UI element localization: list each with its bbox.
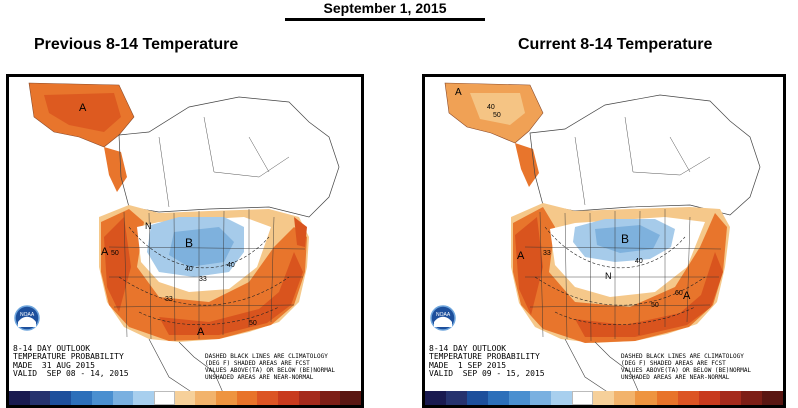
- label-n: N: [605, 271, 612, 281]
- us-above-mid: [101, 209, 307, 341]
- contour-40a: 40: [185, 266, 193, 273]
- label-a-west: A: [517, 250, 525, 262]
- contour-50a: 50: [111, 250, 119, 257]
- scale-swatch: [216, 391, 237, 405]
- nw-coast-region: [104, 147, 127, 192]
- scale-swatch: [91, 391, 113, 405]
- scale-swatch: [446, 391, 468, 405]
- label-a-south: A: [197, 326, 205, 338]
- scale-swatch: [551, 391, 573, 405]
- date-title: September 1, 2015: [323, 0, 447, 16]
- label-n: N: [145, 221, 152, 231]
- scale-swatch: [298, 391, 320, 405]
- current-color-scale: [425, 391, 783, 405]
- label-a-southeast: A: [683, 290, 691, 302]
- contour-33b: 33: [165, 296, 173, 303]
- scale-swatch: [467, 391, 489, 405]
- contour-50b: 50: [249, 320, 257, 327]
- scale-swatch: [635, 391, 657, 405]
- contour-40a: 40: [487, 104, 495, 111]
- scale-swatch: [71, 391, 92, 405]
- scale-swatch: [761, 391, 783, 405]
- scale-swatch: [572, 391, 594, 405]
- us-above-inner: [515, 217, 723, 337]
- current-outlook-map: A A A B N 40 50 40 50 60 33 NOAA 8-14 DA…: [422, 74, 786, 408]
- noaa-logo: NOAA: [430, 305, 456, 331]
- current-map-notes: DASHED BLACK LINES ARE CLIMATOLOGY (DEG F…: [621, 353, 752, 381]
- scale-swatch: [677, 391, 699, 405]
- scale-swatch: [9, 391, 30, 405]
- contour-50b: 50: [651, 302, 659, 309]
- scale-swatch: [530, 391, 552, 405]
- contour-60: 60: [675, 290, 683, 297]
- state-lines: [108, 209, 306, 342]
- scale-swatch: [740, 391, 762, 405]
- label-a-alaska: A: [79, 102, 87, 114]
- contour-33a: 33: [199, 276, 207, 283]
- previous-outlook-legend: 8-14 DAY OUTLOOK TEMPERATURE PROBABILITY M…: [13, 344, 129, 379]
- canada-outline: [118, 96, 340, 218]
- previous-outlook-title: Previous 8-14 Temperature: [34, 36, 239, 53]
- previous-color-scale: [9, 391, 361, 405]
- label-a-alaska: A: [455, 87, 462, 98]
- scale-swatch: [236, 391, 258, 405]
- scale-swatch: [50, 391, 72, 405]
- contour-40b: 40: [635, 258, 643, 265]
- scale-swatch: [174, 391, 196, 405]
- scale-swatch: [593, 391, 615, 405]
- svg-text:NOAA: NOAA: [20, 312, 35, 318]
- scale-swatch: [278, 391, 299, 405]
- current-outlook-title: Current 8-14 Temperature: [518, 36, 713, 53]
- label-a-west: A: [101, 246, 109, 258]
- label-b: B: [621, 232, 629, 246]
- previous-outlook-map: A A A B N 40 33 40 50 33 50 NOAA 8-14 DA…: [6, 74, 364, 408]
- scale-swatch: [319, 391, 341, 405]
- scale-swatch: [656, 391, 678, 405]
- current-outlook-legend: 8-14 DAY OUTLOOK TEMPERATURE PROBABILITY M…: [429, 344, 545, 379]
- scale-swatch: [698, 391, 720, 405]
- scale-swatch: [195, 391, 217, 405]
- scale-swatch: [133, 391, 154, 405]
- scale-swatch: [153, 391, 175, 405]
- current-map-graphic: A A A B N 40 50 40 50 60 33 NOAA: [430, 82, 761, 398]
- canada-outline: [529, 94, 761, 216]
- scale-swatch: [488, 391, 510, 405]
- state-lines: [524, 209, 722, 342]
- scale-swatch: [29, 391, 51, 405]
- svg-text:NOAA: NOAA: [436, 312, 451, 318]
- scale-swatch: [257, 391, 279, 405]
- contour-50a: 50: [493, 112, 501, 119]
- scale-swatch: [425, 391, 447, 405]
- nw-coast-region: [515, 143, 539, 187]
- noaa-logo: NOAA: [14, 305, 40, 331]
- date-underline: [285, 18, 485, 21]
- scale-swatch: [719, 391, 741, 405]
- scale-swatch: [112, 391, 134, 405]
- label-b: B: [185, 236, 193, 250]
- scale-swatch: [509, 391, 531, 405]
- previous-map-notes: DASHED BLACK LINES ARE CLIMATOLOGY (DEG F…: [205, 353, 336, 381]
- scale-swatch: [340, 391, 361, 405]
- scale-swatch: [614, 391, 636, 405]
- previous-map-graphic: A A A B N 40 33 40 50 33 50 NOAA: [14, 82, 340, 398]
- contour-33: 33: [543, 250, 551, 257]
- contour-40b: 40: [227, 262, 235, 269]
